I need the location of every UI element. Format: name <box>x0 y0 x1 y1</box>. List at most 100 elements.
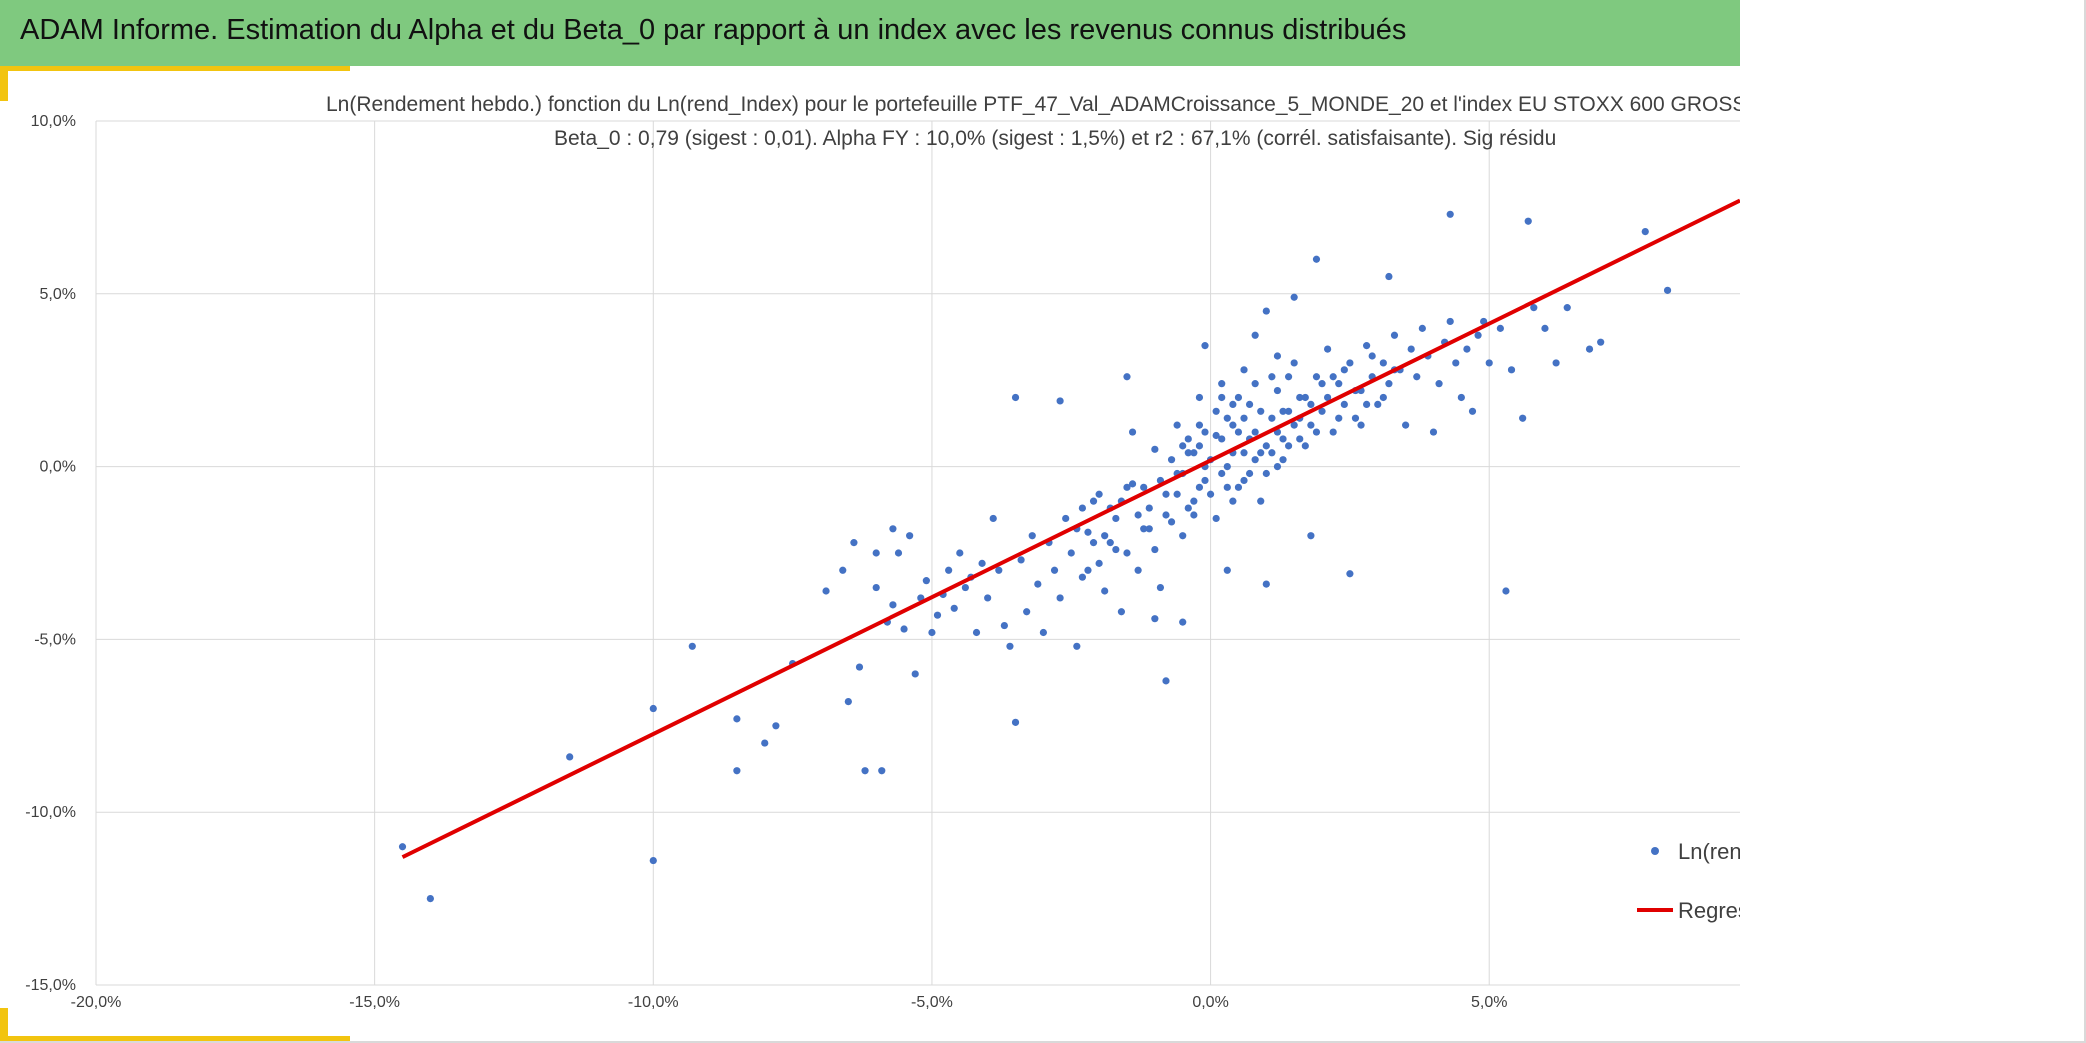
scatter-point <box>1279 456 1287 464</box>
scatter-point <box>1078 573 1086 581</box>
scatter-point <box>872 583 880 592</box>
scatter-point <box>1145 525 1153 533</box>
legend-label-regression: Regres <box>1678 898 1740 923</box>
scatter-point <box>1023 608 1031 616</box>
scatter-point <box>1234 428 1243 436</box>
scatter-point <box>1179 618 1187 626</box>
scatter-point <box>1496 324 1504 332</box>
scatter-point <box>978 559 986 567</box>
scatter-point <box>1229 497 1237 505</box>
x-tick-label: 5,0% <box>1471 994 1507 1011</box>
scatter-point <box>1101 532 1109 540</box>
scatter-point <box>1240 366 1248 374</box>
scatter-point <box>1329 428 1337 436</box>
scatter-point <box>1145 504 1153 512</box>
scatter-point <box>1329 373 1337 381</box>
scatter-point <box>1346 359 1354 367</box>
scatter-point <box>1351 414 1360 422</box>
scatter-point <box>1112 514 1120 523</box>
scatter-point <box>1268 449 1276 457</box>
scatter-point <box>1368 352 1376 360</box>
scatter-point <box>1335 380 1343 388</box>
scatter-point <box>1234 483 1243 491</box>
regression-line-path <box>401 198 1740 859</box>
scatter-point <box>1290 359 1298 367</box>
scatter-point <box>1184 504 1192 512</box>
scatter-point <box>1134 511 1142 519</box>
scatter-point <box>1084 566 1092 574</box>
scatter-point <box>1262 469 1270 478</box>
scatter-point <box>1151 615 1159 623</box>
scatter-point <box>1273 352 1282 360</box>
scatter-point <box>1201 342 1209 350</box>
scatter-point <box>1312 373 1321 381</box>
scatter-point <box>850 539 858 547</box>
page-title: ADAM Informe. Estimation du Alpha et du … <box>20 14 1407 46</box>
scatter-point <box>1307 532 1315 540</box>
x-tick-label: 0,0% <box>1192 994 1228 1011</box>
scatter-point <box>1106 539 1114 547</box>
scatter-point <box>1229 421 1237 429</box>
scatter-point <box>878 767 886 775</box>
scatter-point <box>1184 435 1192 443</box>
scatter-point <box>1201 428 1209 436</box>
scatter-point <box>1379 359 1387 367</box>
scatter-point <box>761 739 769 747</box>
y-tick-label: 0,0% <box>40 459 76 476</box>
scatter-point <box>1195 393 1204 402</box>
scatter-point <box>1301 442 1309 450</box>
scatter-point <box>1195 421 1204 429</box>
scatter-point <box>984 594 992 602</box>
grid-lines <box>95 120 1740 986</box>
scatter-point <box>1357 421 1365 429</box>
scatter-point <box>1468 407 1477 415</box>
scatter-point <box>1240 414 1248 422</box>
scatter-point <box>1128 480 1137 488</box>
scatter-point <box>1162 511 1170 519</box>
scatter-point <box>1245 400 1254 408</box>
scatter-point <box>1039 628 1047 637</box>
scatter-point <box>1017 556 1025 564</box>
scatter-point <box>1190 511 1198 519</box>
scatter-point <box>1641 227 1649 236</box>
scatter-point <box>1524 217 1532 225</box>
scatter-point <box>1446 317 1454 326</box>
scatter-point <box>1123 373 1131 381</box>
scatter-point <box>1151 545 1159 554</box>
scatter-point <box>1340 400 1348 408</box>
scatter-point <box>1335 414 1343 422</box>
scatter-point <box>1273 386 1282 395</box>
scatter-point <box>1112 545 1120 554</box>
scatter-point <box>894 549 903 557</box>
scatter-point <box>1140 483 1148 491</box>
scatter-point <box>1262 307 1270 315</box>
legend-label-scatter: Ln(rend <box>1678 839 1740 864</box>
scatter-point <box>889 601 897 609</box>
scatter-point <box>1385 380 1393 388</box>
x-tick-label: -10,0% <box>628 994 679 1011</box>
scatter-point <box>772 722 780 730</box>
regression-line <box>401 198 1740 859</box>
scatter-point <box>1089 539 1098 547</box>
scatter-point <box>733 767 741 775</box>
scatter-point <box>1307 421 1315 429</box>
accent-bar-left-top <box>0 71 8 101</box>
scatter-point <box>649 704 657 713</box>
scatter-point <box>1095 490 1103 498</box>
y-tick-label: 10,0% <box>31 113 76 130</box>
scatter-point <box>1507 366 1516 374</box>
legend: Ln(rend Regres <box>1637 839 1740 923</box>
scatter-point <box>1597 338 1605 346</box>
scatter-point <box>1262 442 1270 450</box>
scatter-point <box>1251 428 1259 436</box>
header-bar: ADAM Informe. Estimation du Alpha et du … <box>0 0 1740 66</box>
scatter-point <box>906 532 914 540</box>
chart-subtitle: Beta_0 : 0,79 (sigest : 0,01). Alpha FY … <box>554 127 1556 150</box>
scatter-point <box>1167 518 1176 526</box>
scatter-point <box>1257 407 1265 415</box>
scatter-point <box>1296 435 1304 443</box>
scatter-point <box>1284 373 1293 381</box>
scatter-point <box>1028 532 1036 540</box>
scatter-point <box>1162 677 1170 685</box>
scatter-point <box>1279 435 1287 443</box>
